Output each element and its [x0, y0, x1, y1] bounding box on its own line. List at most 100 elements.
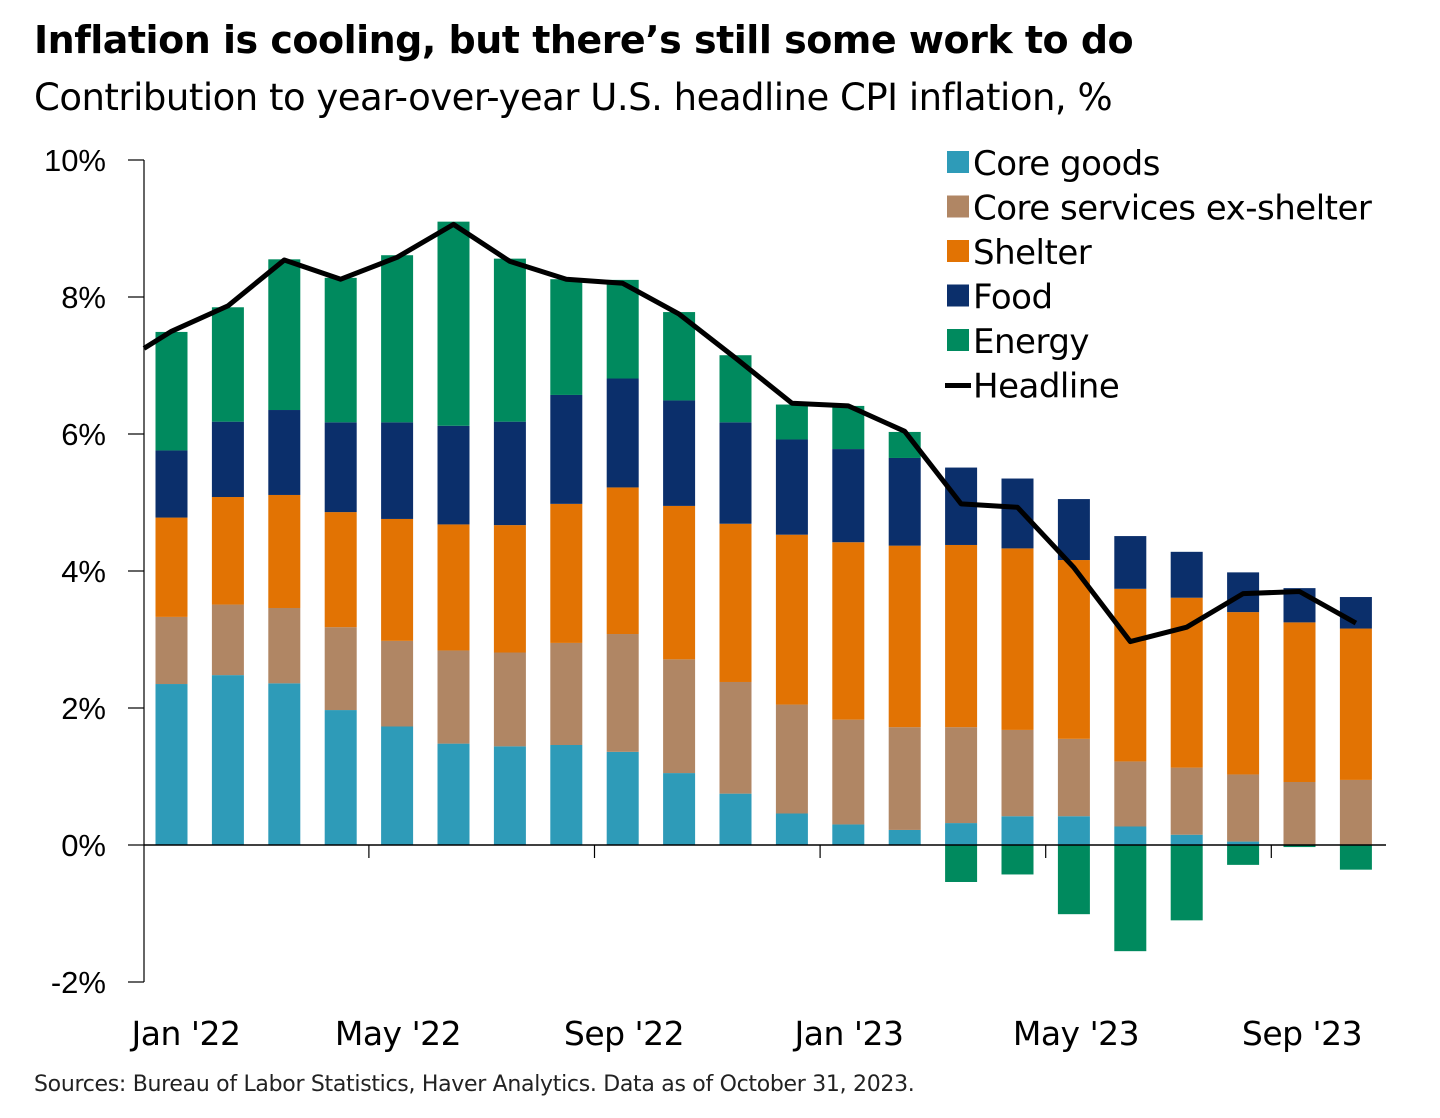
- bar-segment: [268, 683, 301, 845]
- bar-segment: [1227, 612, 1260, 775]
- bar-segment: [606, 751, 639, 845]
- bar-segment: [945, 544, 978, 728]
- bar-segment: [550, 279, 583, 395]
- bar-segment: [775, 534, 808, 705]
- bar-segment: [211, 421, 244, 498]
- bar-segment: [381, 726, 414, 845]
- bar-segment: [211, 307, 244, 422]
- bar-segment: [437, 650, 470, 744]
- bar-segment: [888, 457, 921, 546]
- bar-segment: [550, 744, 583, 845]
- legend-swatch: [947, 329, 969, 351]
- y-tick-label: 0%: [61, 828, 106, 863]
- bar-segment: [324, 710, 357, 845]
- axes-layer: 10% 8% 6% 4% 2% 0% -2% Jan '22 May '22 Sep '22 Jan…: [44, 143, 1386, 1053]
- bar-segment: [606, 487, 639, 635]
- bar-segment: [663, 400, 696, 506]
- bar-segment: [268, 607, 301, 684]
- legend-label: Food: [973, 278, 1053, 318]
- bar-segment: [1170, 767, 1203, 835]
- bar-segment: [1001, 478, 1034, 549]
- bar-segment: [719, 681, 752, 794]
- bar-segment: [324, 422, 357, 513]
- bar-segment: [1170, 551, 1203, 598]
- bar-segment: [381, 255, 414, 423]
- bar-segment: [1114, 588, 1147, 762]
- bar-segment: [1114, 826, 1147, 845]
- bar-segment: [832, 542, 865, 720]
- bar-segment: [832, 719, 865, 825]
- legend-swatch: [947, 195, 969, 218]
- bar-segment: [1283, 622, 1316, 782]
- y-tick-label: -2%: [51, 965, 106, 1000]
- y-tick-label: 8%: [61, 280, 106, 315]
- bar-segment: [832, 824, 865, 845]
- bar-segment: [1339, 779, 1372, 845]
- bar-segment: [1114, 845, 1147, 952]
- chart-title: Inflation is cooling, but there’s still …: [34, 18, 1134, 62]
- bar-segment: [1057, 499, 1090, 561]
- bar-segment: [888, 545, 921, 728]
- bar-segment: [155, 684, 188, 845]
- bar-segment: [1227, 841, 1260, 845]
- bar-segment: [663, 773, 696, 845]
- bar-segment: [324, 627, 357, 711]
- bar-segment: [775, 439, 808, 535]
- bar-segment: [606, 378, 639, 488]
- bar-segment: [155, 517, 188, 617]
- bar-segment: [775, 704, 808, 814]
- source-note: Sources: Bureau of Labor Statistics, Hav…: [34, 1072, 915, 1097]
- bar-segment: [211, 604, 244, 676]
- bar-segment: [493, 652, 526, 747]
- bar-segment: [719, 422, 752, 524]
- y-tick-label: 6%: [61, 417, 106, 452]
- bar-segment: [719, 793, 752, 846]
- headline-line-layer: [142, 221, 1358, 645]
- bar-segment: [1001, 816, 1034, 845]
- bar-segment: [550, 503, 583, 643]
- bar-segment: [663, 505, 696, 660]
- bar-segment: [719, 523, 752, 682]
- bar-segment: [888, 829, 921, 845]
- bar-segment: [1227, 774, 1260, 842]
- bar-segment: [1283, 845, 1316, 848]
- legend-label: Shelter: [973, 233, 1092, 273]
- bar-segment: [1114, 761, 1147, 827]
- bar-segment: [1339, 597, 1372, 629]
- bar-segment: [324, 512, 357, 628]
- bar-segment: [1057, 816, 1090, 845]
- bar-segment: [550, 642, 583, 745]
- bar-segment: [606, 279, 639, 379]
- x-tick-label: May '22: [335, 1014, 461, 1053]
- bar-segment: [437, 221, 470, 426]
- bar-segment: [663, 659, 696, 774]
- bar-segment: [1001, 548, 1034, 730]
- legend-swatch: [947, 240, 969, 262]
- chart-subtitle: Contribution to year-over-year U.S. head…: [34, 76, 1113, 119]
- bar-segment: [1283, 781, 1316, 845]
- bar-segment: [550, 394, 583, 504]
- bar-segment: [1227, 845, 1260, 865]
- bar-segment: [945, 727, 978, 824]
- bar-segment: [832, 449, 865, 543]
- bar-segment: [1114, 536, 1147, 589]
- bar-segment: [437, 524, 470, 651]
- x-tick-label: Jan '22: [130, 1014, 241, 1053]
- bar-segment: [211, 497, 244, 605]
- legend: Core goods Core services ex-shelterShelte…: [945, 144, 1372, 407]
- bar-segment: [381, 518, 414, 641]
- bar-segment: [437, 743, 470, 845]
- legend-label: Core goods: [973, 144, 1160, 184]
- bar-segment: [1170, 834, 1203, 845]
- bar-segment: [606, 634, 639, 752]
- bar-segment: [775, 404, 808, 440]
- bar-segment: [381, 640, 414, 727]
- headline-line: [142, 221, 1358, 645]
- legend-label: Headline: [973, 367, 1119, 407]
- bar-segment: [945, 845, 978, 882]
- legend-swatch: [947, 151, 969, 173]
- bar-segment: [437, 425, 470, 525]
- bar-segment: [1339, 845, 1372, 870]
- y-tick-label: 10%: [44, 143, 106, 178]
